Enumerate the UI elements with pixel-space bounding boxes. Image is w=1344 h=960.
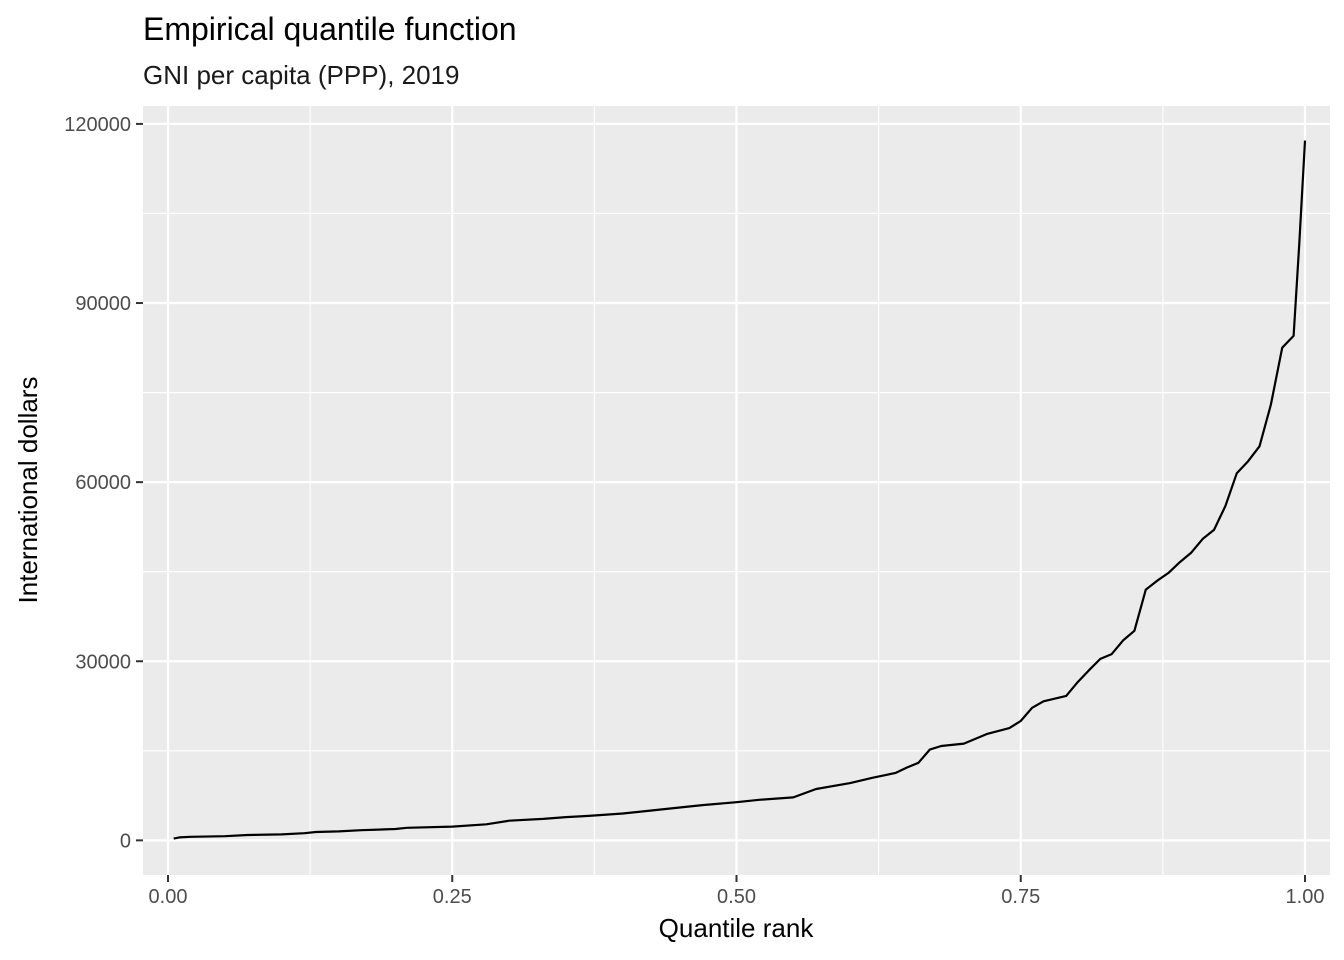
major-gridlines bbox=[143, 106, 1330, 875]
y-tick-label: 120000 bbox=[64, 114, 131, 136]
x-axis: 0.00 0.25 0.50 0.75 1.00 bbox=[149, 875, 1325, 908]
y-axis: 0 30000 60000 90000 120000 bbox=[64, 114, 143, 852]
chart-title: Empirical quantile function bbox=[143, 11, 517, 47]
x-tick-label: 1.00 bbox=[1286, 886, 1325, 908]
y-tick-label: 0 bbox=[120, 830, 131, 852]
x-tick-label: 0.50 bbox=[717, 886, 756, 908]
y-tick-label: 30000 bbox=[75, 651, 131, 673]
x-axis-title: Quantile rank bbox=[659, 913, 815, 943]
chart-subtitle: GNI per capita (PPP), 2019 bbox=[143, 60, 459, 90]
y-axis-title: International dollars bbox=[13, 377, 43, 604]
x-tick-label: 0.75 bbox=[1001, 886, 1040, 908]
x-tick-label: 0.00 bbox=[149, 886, 188, 908]
y-tick-label: 60000 bbox=[75, 472, 131, 494]
y-tick-label: 90000 bbox=[75, 293, 131, 315]
quantile-line bbox=[173, 140, 1307, 840]
x-tick-label: 0.25 bbox=[433, 886, 472, 908]
quantile-series bbox=[173, 140, 1307, 840]
